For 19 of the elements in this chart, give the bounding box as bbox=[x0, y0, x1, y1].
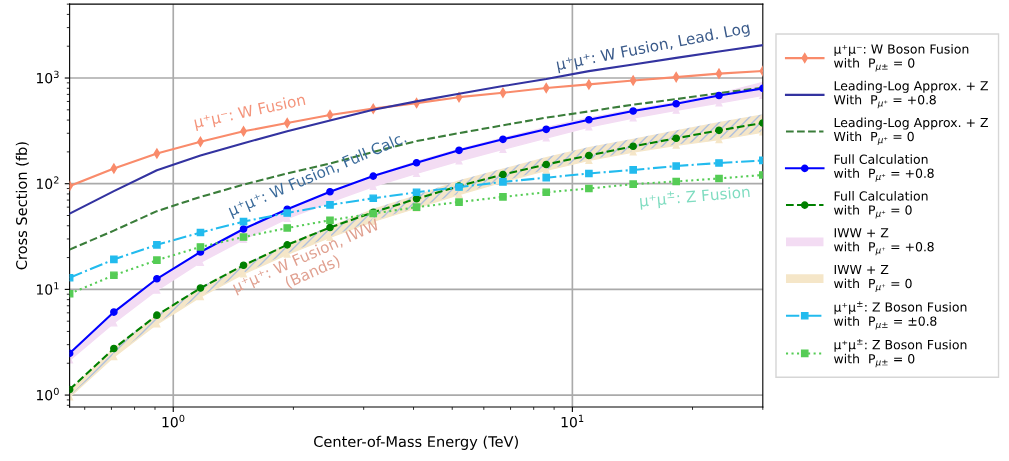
legend-label: Full Calculation with P$_{μ⁺}$ = 0 bbox=[834, 191, 928, 219]
annotation: μ⁺μ⁺: W Fusion, Lead. Log bbox=[556, 21, 751, 74]
annotation: μ⁺μ$^{±}$: Z Fusion bbox=[639, 184, 751, 210]
legend-label: Leading-Log Approx. + Z With P$_{μ⁺}$ = 0 bbox=[833, 117, 988, 145]
legend-label: Full Calculation with P$_{μ⁺}$ = +0.8 bbox=[834, 154, 934, 182]
annotation: μ⁺μ⁺: W Fusion, Full Calc. bbox=[227, 131, 408, 219]
legend-label: μ⁺μ$^{±}$: Z Boson Fusion with P$_{μ±}$ = ±0.8 bbox=[834, 301, 967, 330]
y-tick-label: 10$^{0}$ bbox=[36, 387, 59, 401]
legend-label: μ⁺μ⁻: W Boson Fusion with P$_{μ±}$ = 0 bbox=[834, 44, 969, 72]
y-tick-label: 10$^{2}$ bbox=[36, 176, 59, 190]
legend-label: Leading-Log Approx. + Z With P$_{μ⁺}$ = +0.8 bbox=[833, 80, 988, 109]
y-tick-label: 10$^{3}$ bbox=[36, 70, 59, 84]
legend-label: IWW + Z with P$_{μ⁺}$ = +0.8 bbox=[834, 228, 934, 256]
x-axis-title: Center-of-Mass Energy (TeV) bbox=[314, 435, 518, 450]
annotation: μ⁺μ⁻: W Fusion bbox=[193, 93, 307, 131]
legend-label: μ⁺μ$^{±}$: Z Boson Fusion with P$_{μ±}$ = 0 bbox=[834, 338, 967, 368]
legend-label: IWW + Z with P$_{μ⁺}$ = 0 bbox=[834, 264, 912, 292]
y-axis-title: Cross Section (fb) bbox=[15, 142, 29, 270]
y-tick-label: 10$^{1}$ bbox=[36, 282, 59, 295]
